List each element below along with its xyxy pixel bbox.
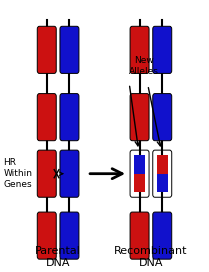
- FancyBboxPatch shape: [130, 26, 149, 73]
- FancyBboxPatch shape: [60, 26, 79, 73]
- FancyBboxPatch shape: [37, 26, 56, 73]
- FancyBboxPatch shape: [37, 150, 56, 197]
- Bar: [157, 155, 168, 174]
- FancyBboxPatch shape: [153, 26, 172, 73]
- FancyBboxPatch shape: [37, 212, 56, 259]
- Bar: [157, 174, 168, 192]
- FancyBboxPatch shape: [130, 212, 149, 259]
- Text: Recombinant
DNA: Recombinant DNA: [114, 246, 188, 268]
- FancyBboxPatch shape: [37, 94, 56, 141]
- FancyBboxPatch shape: [60, 212, 79, 259]
- FancyBboxPatch shape: [60, 94, 79, 141]
- Bar: [134, 174, 145, 192]
- Bar: [134, 155, 145, 174]
- Text: New
Alleles: New Alleles: [129, 56, 159, 76]
- FancyBboxPatch shape: [153, 212, 172, 259]
- FancyBboxPatch shape: [60, 150, 79, 197]
- FancyBboxPatch shape: [153, 94, 172, 141]
- FancyBboxPatch shape: [130, 94, 149, 141]
- Text: Parental
DNA: Parental DNA: [35, 246, 81, 268]
- Text: HR
Within
Genes: HR Within Genes: [4, 158, 32, 189]
